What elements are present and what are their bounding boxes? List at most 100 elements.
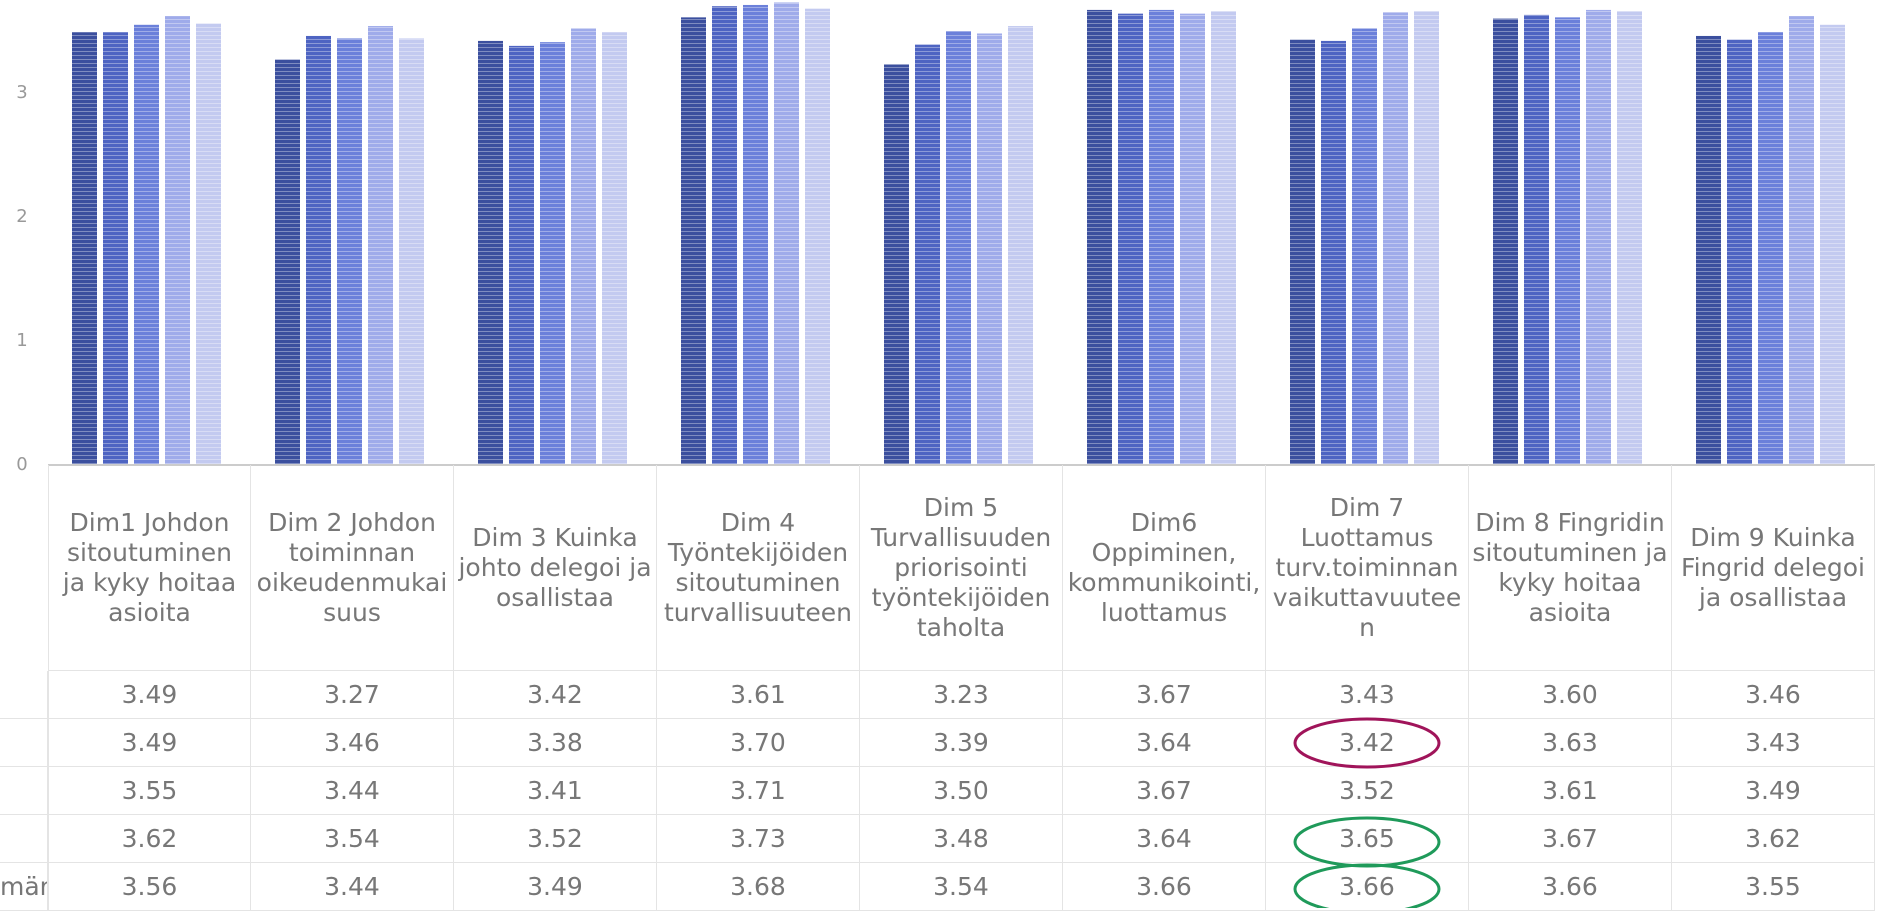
bar-texture (72, 32, 97, 466)
bar-texture (1321, 40, 1346, 466)
column-header: Dim 4 Työntekijöiden sitoutuminen turval… (657, 465, 860, 671)
bar-texture (1211, 11, 1236, 465)
value-label: 3.64 (1063, 815, 1266, 863)
value-label: 3.61 (1469, 767, 1672, 815)
value-label: 3.46 (251, 719, 454, 767)
bar-texture (540, 42, 565, 465)
bar-texture (1758, 32, 1783, 466)
bar-texture (337, 38, 362, 465)
y-tick-label: 1 (16, 330, 27, 351)
value-label: 3.56 (48, 863, 251, 911)
column-header: Dim 8 Fingridin sitoutuminen ja kyky hoi… (1469, 465, 1672, 671)
value-label: 3.65 (1266, 815, 1469, 863)
column-header: Dim 5 Turvallisuuden priorisointi työnte… (860, 465, 1063, 671)
value-label: 3.71 (657, 767, 860, 815)
bar-texture (165, 16, 190, 466)
bar-texture (1180, 13, 1205, 465)
bar-texture (306, 35, 331, 466)
bar-texture (368, 26, 393, 465)
value-label: 3.52 (1266, 767, 1469, 815)
row-label: män (0, 863, 48, 911)
bar-texture (946, 31, 971, 465)
value-label: 3.67 (1063, 671, 1266, 719)
value-label: 3.44 (251, 767, 454, 815)
value-label: 3.49 (48, 671, 251, 719)
bar-texture (805, 8, 830, 466)
value-label: 3.67 (1469, 815, 1672, 863)
bar-texture (399, 38, 424, 465)
column-header: Dim1 Johdon sitoutuminen ja kyky hoitaa … (48, 465, 251, 671)
value-label: 3.66 (1266, 863, 1469, 911)
value-label: 3.70 (657, 719, 860, 767)
value-label: 3.39 (860, 719, 1063, 767)
bar-texture (681, 17, 706, 466)
row-label (0, 719, 48, 767)
bar-texture (1290, 39, 1315, 466)
value-label: 3.62 (1672, 815, 1875, 863)
value-label: 3.49 (1672, 767, 1875, 815)
value-label: 3.43 (1266, 671, 1469, 719)
value-label: 3.55 (48, 767, 251, 815)
row-label (0, 671, 48, 719)
y-tick-label: 2 (16, 206, 27, 227)
value-label: 3.62 (48, 815, 251, 863)
bar-texture (1586, 9, 1611, 465)
value-label: 3.54 (251, 815, 454, 863)
value-label: 3.42 (454, 671, 657, 719)
bar-texture (915, 44, 940, 465)
value-label: 3.41 (454, 767, 657, 815)
bar-texture (1617, 11, 1642, 465)
column-header: Dim 3 Kuinka johto delegoi ja osallistaa (454, 465, 657, 671)
bar-texture (1383, 12, 1408, 466)
value-label: 3.54 (860, 863, 1063, 911)
value-label: 3.46 (1672, 671, 1875, 719)
value-label: 3.42 (1266, 719, 1469, 767)
bar-texture (1008, 26, 1033, 465)
value-label: 3.64 (1063, 719, 1266, 767)
value-label: 3.60 (1469, 671, 1672, 719)
bar-texture (1149, 9, 1174, 465)
column-header: Dim 7 Luottamus turv.toiminnan vaikuttav… (1266, 465, 1469, 671)
bar-texture (1352, 28, 1377, 466)
bar-texture (134, 24, 159, 466)
column-header: Dim 9 Kuinka Fingrid delegoi ja osallist… (1672, 465, 1875, 671)
value-label: 3.27 (251, 671, 454, 719)
value-label: 3.67 (1063, 767, 1266, 815)
bars (72, 2, 1845, 466)
row-label (0, 815, 48, 863)
bar-texture (1524, 14, 1549, 465)
bar-texture (884, 64, 909, 465)
column-header: Dim 2 Johdon toiminnan oikeudenmukaisuus (251, 465, 454, 671)
bar-texture (1727, 39, 1752, 466)
bar-texture (712, 6, 737, 465)
bar-texture (196, 23, 221, 466)
value-label: 3.49 (48, 719, 251, 767)
bar-texture (275, 59, 300, 466)
row-label (0, 767, 48, 815)
value-label: 3.50 (860, 767, 1063, 815)
bar-texture (1118, 13, 1143, 465)
bar-texture (571, 28, 596, 466)
value-label: 3.44 (251, 863, 454, 911)
value-label: 3.23 (860, 671, 1063, 719)
value-label: 3.61 (657, 671, 860, 719)
bar-texture (1789, 16, 1814, 466)
bar-texture (602, 32, 627, 466)
bar-texture (103, 32, 128, 466)
y-tick-label: 0 (16, 454, 27, 475)
bar-texture (1696, 35, 1721, 466)
column-header: Dim6 Oppiminen, kommunikointi, luottamus (1063, 465, 1266, 671)
value-label: 3.49 (454, 863, 657, 911)
value-label: 3.48 (860, 815, 1063, 863)
bar-texture (774, 2, 799, 465)
bar-texture (1820, 24, 1845, 466)
value-label: 3.63 (1469, 719, 1672, 767)
bar-texture (1414, 11, 1439, 465)
value-label: 3.66 (1063, 863, 1266, 911)
value-label: 3.66 (1469, 863, 1672, 911)
value-label: 3.73 (657, 815, 860, 863)
bar-texture (977, 33, 1002, 465)
bar-texture (1087, 9, 1112, 465)
